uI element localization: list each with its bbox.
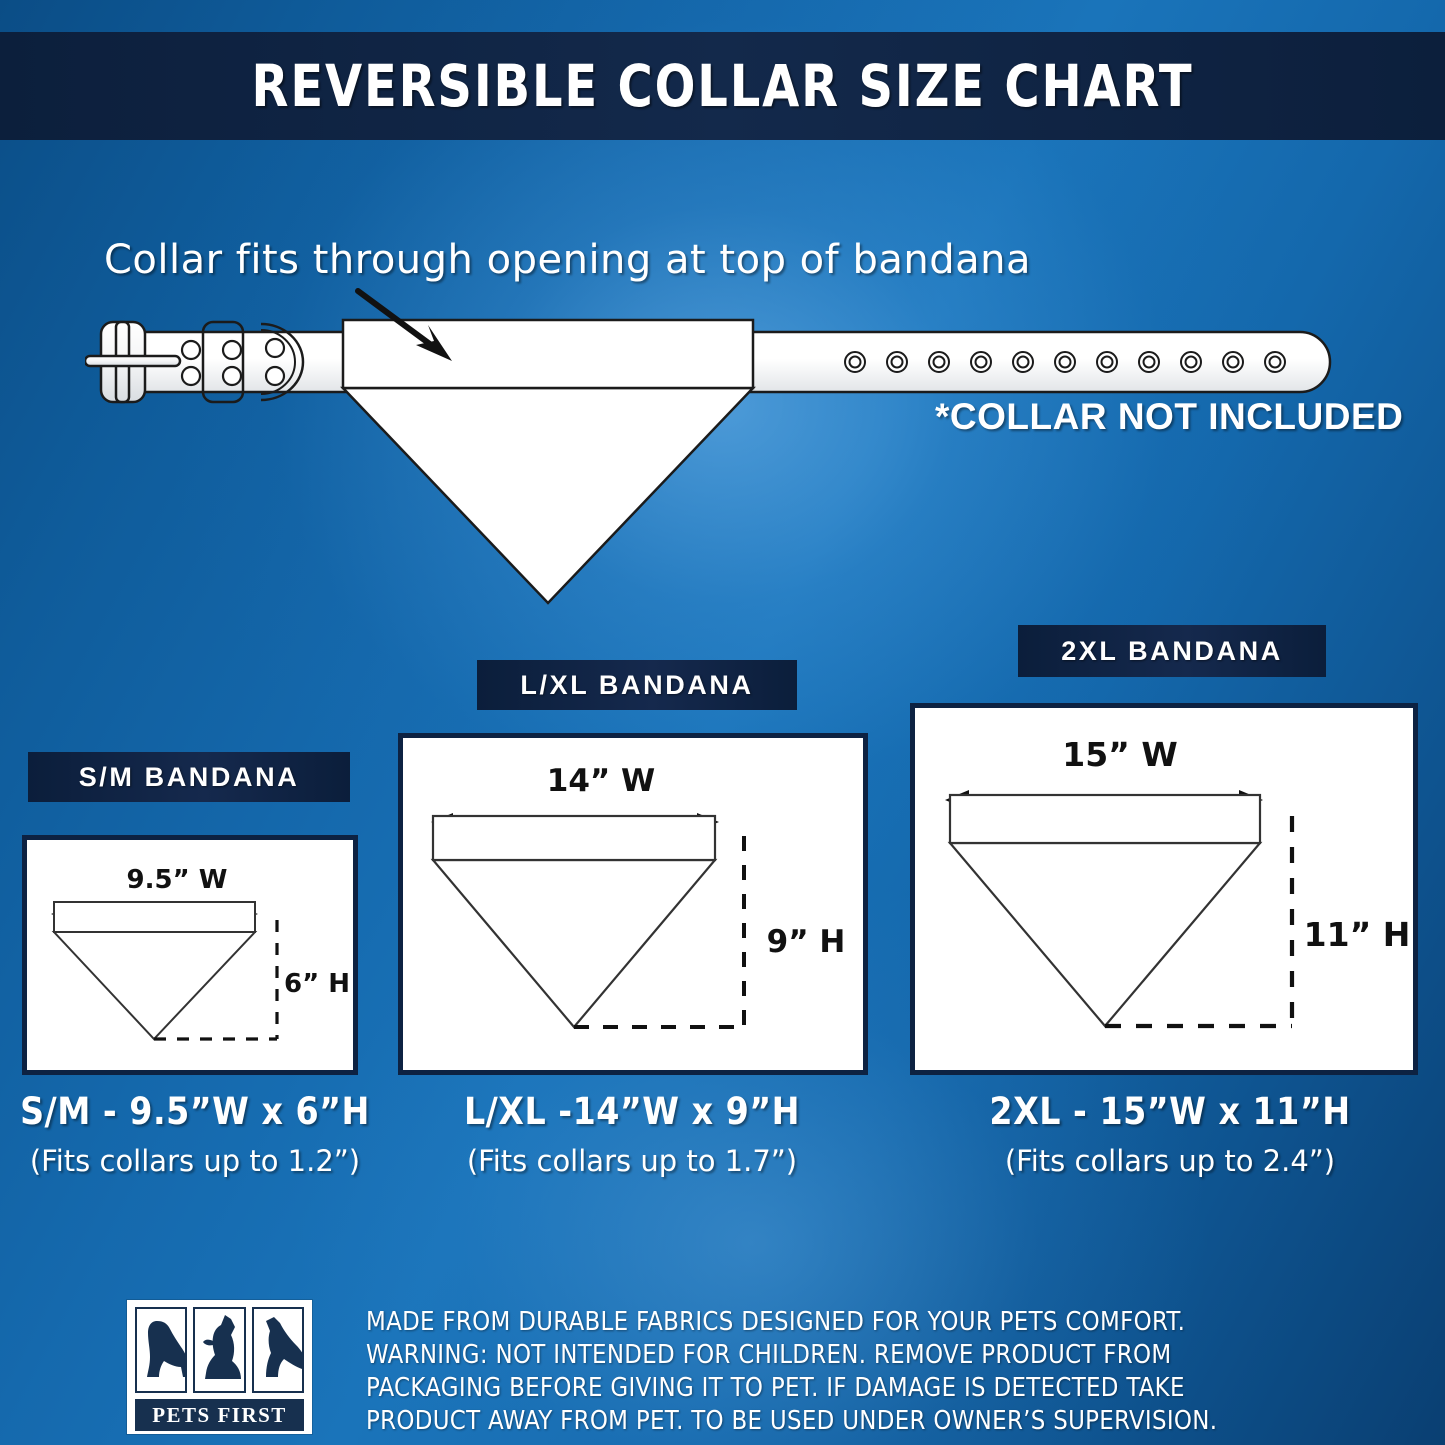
disclaimer-line-4: PRODUCT AWAY FROM PET. TO BE USED UNDER …: [366, 1406, 1218, 1436]
lxl-height-dim-label: 9” H: [767, 924, 846, 960]
sm-caption-main: S/M - 9.5”W x 6”H: [20, 1090, 370, 1133]
logo-dog-sitting-icon: [135, 1307, 188, 1393]
collar-and-bandana-illustration: [85, 318, 1332, 605]
sm-caption-sub: (Fits collars up to 1.2”): [29, 1144, 361, 1178]
sm-bandana-shape: [51, 901, 258, 1041]
size-caption-lxl: L/XL -14”W x 9”H (Fits collars up to 1.7…: [432, 1090, 832, 1178]
disclaimer-line-1: MADE FROM DURABLE FABRICS DESIGNED FOR Y…: [366, 1307, 1186, 1337]
lxl-bandana-shape: [430, 814, 718, 1029]
collar-instruction-text: Collar fits through opening at top of ba…: [104, 237, 1031, 283]
size-label-sm: S/M BANDANA: [28, 752, 350, 802]
2xl-bandana-shape: [947, 793, 1263, 1028]
lxl-width-dim-label: 14” W: [547, 763, 656, 799]
collar-buckle: [85, 320, 182, 404]
logo-dog-begging-icon: [193, 1307, 246, 1393]
page-title: REVERSIBLE COLLAR SIZE CHART: [251, 52, 1194, 120]
buckle-rivet-holes: [180, 339, 243, 387]
logo-brand-name: PETS FIRST: [135, 1399, 304, 1431]
size-panel-sm: 9.5” W 6” H: [22, 835, 358, 1075]
sm-width-dim-label: 9.5” W: [127, 865, 228, 895]
pointer-arrow-icon: [355, 288, 452, 361]
collar-eyelets: [844, 351, 1286, 373]
size-caption-2xl: 2XL - 15”W x 11”H (Fits collars up to 2.…: [960, 1090, 1380, 1178]
collar-not-included-note: *COLLAR NOT INCLUDED: [935, 396, 1404, 437]
2xl-caption-main: 2XL - 15”W x 11”H: [989, 1090, 1351, 1133]
footer-disclaimer: MADE FROM DURABLE FABRICS DESIGNED FOR Y…: [366, 1306, 1346, 1438]
disclaimer-line-2: WARNING: NOT INTENDED FOR CHILDREN. REMO…: [366, 1340, 1172, 1370]
size-label-lxl: L/XL BANDANA: [477, 660, 797, 710]
size-panel-2xl: 15” W 11” H: [910, 703, 1418, 1075]
2xl-height-dim-label: 11” H: [1304, 915, 1411, 954]
lxl-caption-main: L/XL -14”W x 9”H: [463, 1090, 801, 1133]
2xl-width-dim-label: 15” W: [1062, 735, 1178, 774]
collar-d-ring: [260, 322, 305, 402]
pets-first-logo: PETS FIRST: [127, 1300, 312, 1434]
disclaimer-line-3: PACKAGING BEFORE GIVING IT TO PET. IF DA…: [366, 1373, 1185, 1403]
size-panel-lxl: 14” W 9” H: [398, 733, 868, 1075]
sm-height-dim-label: 6” H: [284, 969, 350, 999]
2xl-caption-sub: (Fits collars up to 2.4”): [1004, 1144, 1336, 1178]
bandana-illustration: [340, 318, 756, 605]
logo-dog-standing-icon: [251, 1307, 304, 1393]
size-caption-sm: S/M - 9.5”W x 6”H (Fits collars up to 1.…: [0, 1090, 390, 1178]
buckle-keeper-loop: [201, 320, 245, 404]
size-label-2xl: 2XL BANDANA: [1018, 625, 1326, 677]
lxl-caption-sub: (Fits collars up to 1.7”): [466, 1144, 798, 1178]
header-band: [0, 32, 1445, 140]
logo-dog-row: [135, 1307, 304, 1393]
